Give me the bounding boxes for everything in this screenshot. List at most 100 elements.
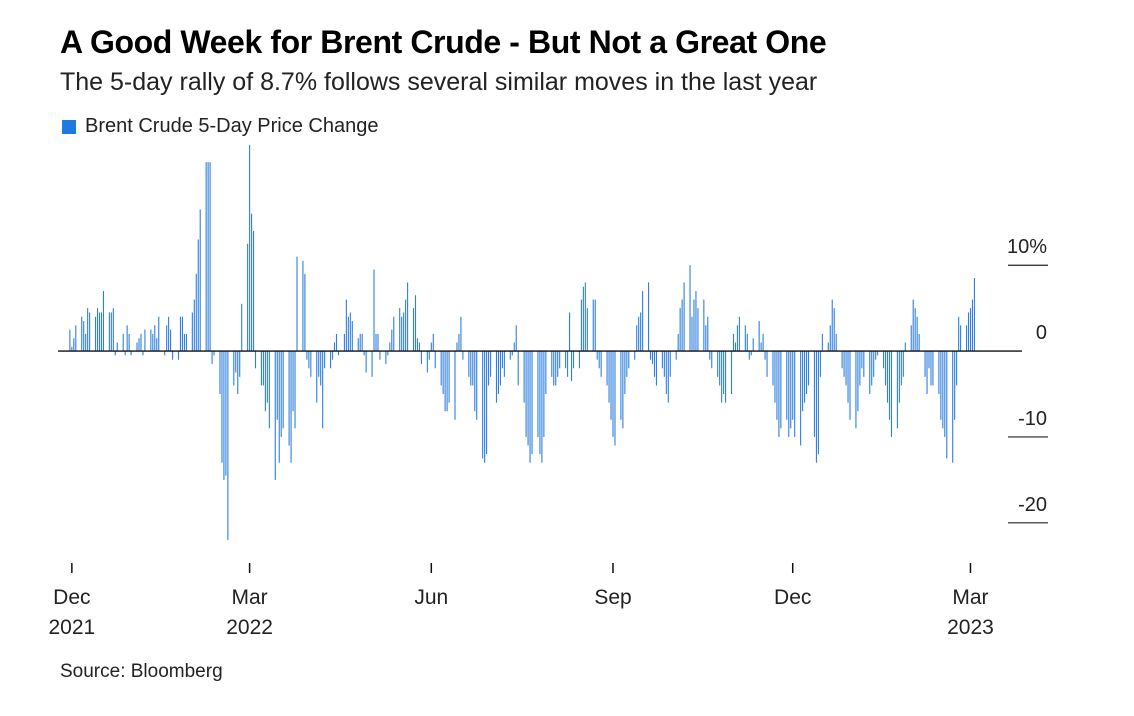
bar [484,351,486,463]
bar [302,260,304,352]
bar [707,316,709,352]
bar [495,351,498,403]
bar [304,273,306,352]
bar [946,351,948,459]
bar [294,351,296,429]
bar [863,351,865,377]
bar [249,145,251,352]
bar [515,325,517,352]
bar [501,351,503,369]
bar [719,351,721,386]
bar [598,351,600,369]
bar [472,351,474,386]
bar [268,351,270,429]
x-tick-year: 2021 [48,616,95,639]
bar [260,351,262,386]
bar [612,351,614,437]
y-tick-label: -10 [1018,408,1047,430]
bar [973,278,975,352]
y-tick-label: 0 [1036,322,1047,344]
bar [414,295,417,352]
bar [557,351,559,377]
bar [144,329,146,352]
bar [347,316,349,352]
bar [847,351,849,403]
bar [434,351,436,369]
bar [940,351,942,420]
bar [683,282,685,352]
bar [843,351,845,377]
bar [177,351,180,360]
bar [385,351,387,364]
bar [497,351,499,395]
bar [780,351,782,429]
bar [553,351,555,386]
bar [191,312,193,352]
bar [322,351,324,429]
bar [185,333,187,352]
bar [126,325,128,352]
bar [316,351,318,403]
bar [170,329,172,352]
bar [817,351,819,455]
bar [430,342,432,352]
bar [241,303,243,352]
bar [379,351,381,360]
bar [570,351,573,382]
bar [75,325,77,352]
bar [513,342,515,352]
bar [525,351,527,437]
bar [610,351,612,420]
bar [774,351,776,403]
bar [460,316,462,352]
bar [213,351,215,356]
bar [83,321,85,352]
x-tick-label: Jun [414,586,448,609]
bar [343,333,345,352]
bar [896,351,898,429]
bar [375,333,377,352]
bar [387,351,389,356]
bar [488,351,490,386]
bar [697,308,699,352]
bar [551,351,553,377]
bar [474,351,476,412]
bar [944,351,946,437]
bar [158,316,160,352]
bar [235,351,237,373]
bar [569,312,571,352]
legend-swatch [62,119,76,134]
bar [401,316,403,352]
bar [288,351,290,446]
bar [790,351,792,429]
bar [442,351,444,395]
bar [108,312,110,352]
bar [278,351,280,463]
bar [486,351,488,455]
bar [363,351,365,356]
bar [345,299,347,352]
bar [559,351,561,369]
bar [586,308,588,352]
bar [952,351,954,463]
bar [541,351,543,463]
bar [679,308,681,352]
bar [634,351,636,360]
bar [681,299,683,352]
bar [776,351,778,420]
bar [608,351,610,403]
source-note: Source: Bloomberg [60,661,223,682]
bar [393,316,395,352]
bar [539,351,541,455]
bar [98,312,101,352]
bar [124,351,126,356]
bar [543,351,545,437]
bar [207,162,209,352]
bar [136,342,138,352]
bar [703,299,705,352]
bar [179,316,182,352]
bar [640,312,642,352]
bar [723,351,725,395]
bar [567,351,569,377]
y-tick-label: 10% [1007,236,1047,258]
